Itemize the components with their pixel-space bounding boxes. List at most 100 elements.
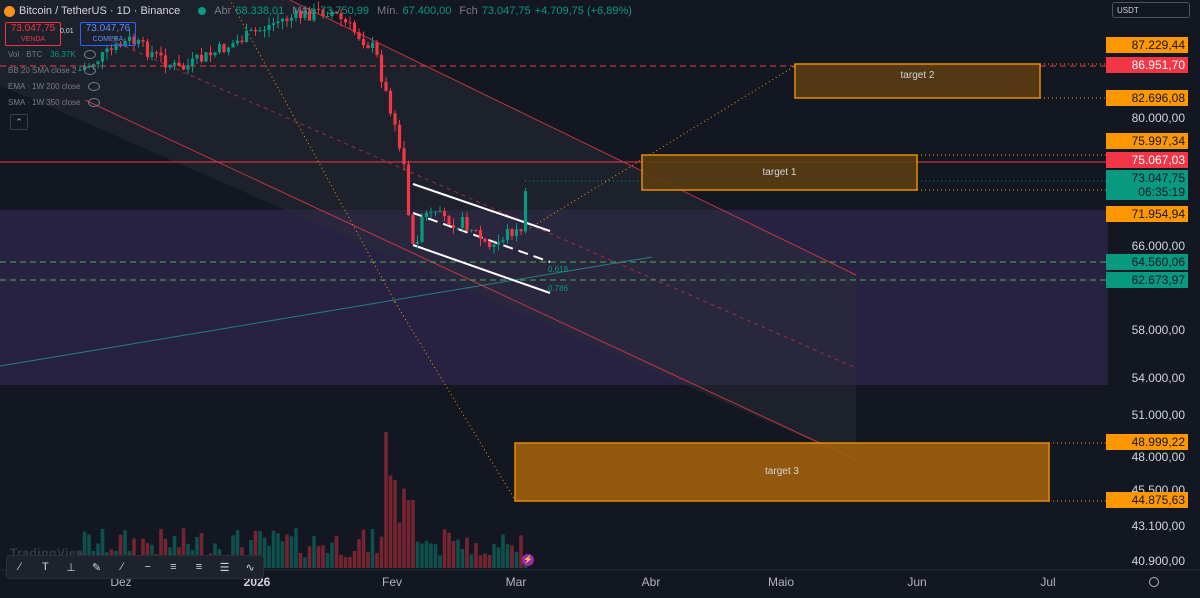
channel-tool-icon[interactable]: ≡ [170,561,177,573]
ray-tool-icon[interactable]: − [144,561,151,573]
buy-button[interactable]: 73.047,76 COMPRA [80,22,136,46]
market-status-icon [198,7,207,15]
candle-body [285,18,289,21]
candle-body [424,212,429,217]
volume-bar [496,547,501,568]
collapse-indicators-button[interactable]: ⌃ [10,114,28,130]
volume-bar [199,533,204,568]
candle-body [438,211,442,213]
fib-label-618: 0.618 [548,265,569,274]
eye-icon[interactable] [84,66,97,75]
text-tool-icon[interactable]: T [42,561,49,573]
brush-tool-icon[interactable]: ∕ [18,561,21,573]
fib-tool-icon[interactable]: ≡ [195,561,203,573]
volume-bar [82,531,87,568]
volume-bar [303,557,307,568]
candle-body [262,30,267,32]
volume-bar [289,536,294,568]
candle-body [226,47,231,53]
candle-body [280,18,285,22]
candle-body [478,230,483,239]
currency-selector[interactable]: USDT [1112,2,1190,18]
volume-bar [474,543,478,568]
close-label: Fch [459,5,478,17]
trendline-tool-icon[interactable]: ∕ [121,561,124,573]
candle-body [339,13,343,20]
open-label: Abr [214,5,232,17]
volume-bar [406,500,411,568]
candle-body [96,61,100,65]
volume-bar [339,554,343,568]
candle-body [181,66,186,70]
volume-bar [334,535,339,568]
target-2-top-label: 87.229,44 [1106,37,1188,53]
candle-body [312,8,316,21]
target-1-label: target 1 [762,167,797,178]
candle-body [357,32,361,40]
candle-body [240,40,244,43]
volume-bar [312,535,316,568]
low-label: Mín. [377,5,399,17]
last-price-label: 73.047,75 06:35:19 [1106,170,1188,200]
target-3-top-label: 48.999,22 [1106,434,1188,450]
volume-bar [442,529,447,568]
eye-icon[interactable] [88,98,101,107]
parallel-tool-icon[interactable]: ☰ [219,561,230,574]
eye-icon[interactable] [88,82,101,91]
volume-bar [375,553,379,568]
volume-bar [429,543,433,568]
volume-bar [384,432,388,568]
volume-bar [424,540,429,568]
price-tick: 58.000,00 [1131,323,1185,337]
candle-body [519,229,523,232]
volume-bar [469,554,474,568]
candle-body [222,44,226,53]
candle-body [91,64,96,66]
indicator-bb[interactable]: BB 20 SMA close 2 [8,66,97,75]
indicator-volume[interactable]: Vol · BTC 36,37K [8,50,96,59]
sell-button[interactable]: 73.047,75 VENDA [5,22,61,46]
volume-bar [118,534,123,568]
pencil-tool-icon[interactable]: ✎ [91,561,102,574]
volume-bar [438,555,442,568]
volume-bar [262,537,267,568]
volume-bar [163,538,168,568]
spread-value: 0,01 [60,28,74,35]
price-tick: 66.000,00 [1131,239,1185,253]
candle-body [388,90,393,114]
bar-countdown: 06:35:19 [1138,185,1185,199]
volume-bar [132,538,136,568]
indicator-ema[interactable]: EMA · 1W 200 close [8,82,101,91]
volume-bar [352,551,357,568]
candle-body [433,211,438,213]
symbol-title[interactable]: Bitcoin / TetherUS · 1D · Binance [19,5,181,17]
price-tick: 43.100,00 [1131,519,1185,533]
target-2-label: target 2 [900,70,935,81]
candle-body [375,42,379,55]
candle-body [204,52,208,62]
candle-body [393,113,397,125]
path-tool-icon[interactable]: ∿ [245,561,255,574]
anchor-tool-icon[interactable]: ⊥ [66,561,76,574]
volume-bar [195,537,199,568]
candle-body [159,52,163,56]
indicator-sma[interactable]: SMA · 1W 350 close [8,98,101,107]
volume-bar [370,529,375,568]
candle-body [402,148,406,165]
candle-body [145,41,150,57]
eye-icon[interactable] [83,50,96,59]
events-bolt-icon[interactable]: ⚡ [522,554,534,566]
volume-bar [280,541,285,568]
candle-body [523,191,528,232]
time-label: Jul [1040,575,1056,589]
candle-body [208,52,213,56]
volume-bar [276,533,280,568]
candle-body [253,30,258,32]
candle-body [366,45,370,49]
buy-label: COMPRA [92,36,124,43]
candle-body [411,215,415,244]
candle-body [325,16,330,18]
time-label: Jun [907,575,927,589]
gear-icon[interactable] [1149,577,1159,587]
